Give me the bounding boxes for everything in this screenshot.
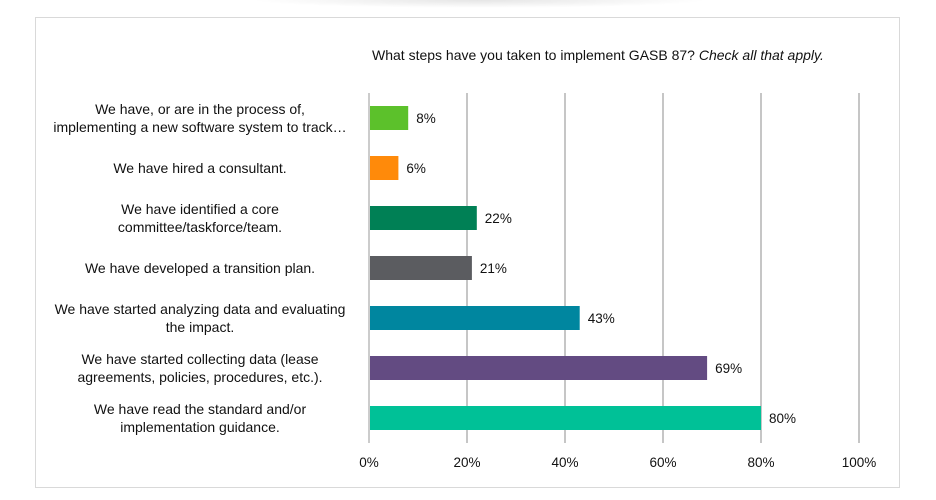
category-label-7: We have read the standard and/or implemen…: [94, 401, 307, 435]
top-shadow: [250, 0, 710, 8]
category-label-line: the impact.: [166, 319, 234, 335]
category-label-3: We have identified a core committee/taskf…: [118, 201, 282, 235]
x-tick-label-80: 80%: [747, 455, 774, 470]
category-label-1: We have, or are in the process of, implem…: [53, 101, 346, 135]
value-label-2: 6%: [406, 161, 426, 176]
bar-2: [370, 156, 399, 180]
x-axis-ticks: 0% 20% 40% 60% 80% 100%: [359, 455, 876, 470]
category-label-line: agreements, policies, procedures, etc.).: [77, 369, 322, 385]
x-tick-label-20: 20%: [453, 455, 480, 470]
bar-5: [370, 306, 580, 330]
value-label-1: 8%: [416, 111, 436, 126]
bar-1: [370, 106, 409, 130]
x-tick-label-40: 40%: [551, 455, 578, 470]
x-tick-label-100: 100%: [842, 455, 877, 470]
category-label-6: We have started collecting data (lease ag…: [77, 351, 322, 385]
value-label-5: 43%: [588, 311, 615, 326]
chart-title-text: What steps have you taken to implement G…: [372, 47, 699, 63]
category-label-line: committee/taskforce/team.: [118, 219, 282, 235]
category-labels: We have, or are in the process of, implem…: [53, 101, 346, 435]
category-label-4: We have developed a transition plan.: [85, 260, 315, 276]
bar-3: [370, 206, 477, 230]
bar-4: [370, 256, 472, 280]
bar-7: [370, 406, 761, 430]
value-labels: 8% 6% 22% 21% 43% 69% 80%: [406, 111, 796, 426]
category-label-line: We have identified a core: [121, 201, 279, 217]
x-tick-label-0: 0%: [359, 455, 379, 470]
category-label-2: We have hired a consultant.: [113, 160, 286, 176]
value-label-4: 21%: [480, 261, 507, 276]
category-label-line: We have read the standard and/or: [94, 401, 307, 417]
x-tick-label-60: 60%: [649, 455, 676, 470]
category-label-line: implementing a new software system to tr…: [53, 119, 346, 135]
category-label-line: We have started collecting data (lease: [81, 351, 318, 367]
category-label-5: We have started analyzing data and evalu…: [55, 301, 346, 335]
value-label-7: 80%: [769, 411, 796, 426]
category-label-line: We have started analyzing data and evalu…: [55, 301, 346, 317]
bar-6: [370, 356, 708, 380]
value-label-6: 69%: [715, 361, 742, 376]
value-label-3: 22%: [485, 211, 512, 226]
category-label-line: We have hired a consultant.: [113, 160, 286, 176]
bars: [370, 106, 761, 430]
category-label-line: implementation guidance.: [120, 419, 280, 435]
category-label-line: We have developed a transition plan.: [85, 260, 315, 276]
category-label-line: We have, or are in the process of,: [95, 101, 305, 117]
chart-title: What steps have you taken to implement G…: [372, 47, 824, 63]
chart-title-note: Check all that apply.: [699, 47, 824, 63]
